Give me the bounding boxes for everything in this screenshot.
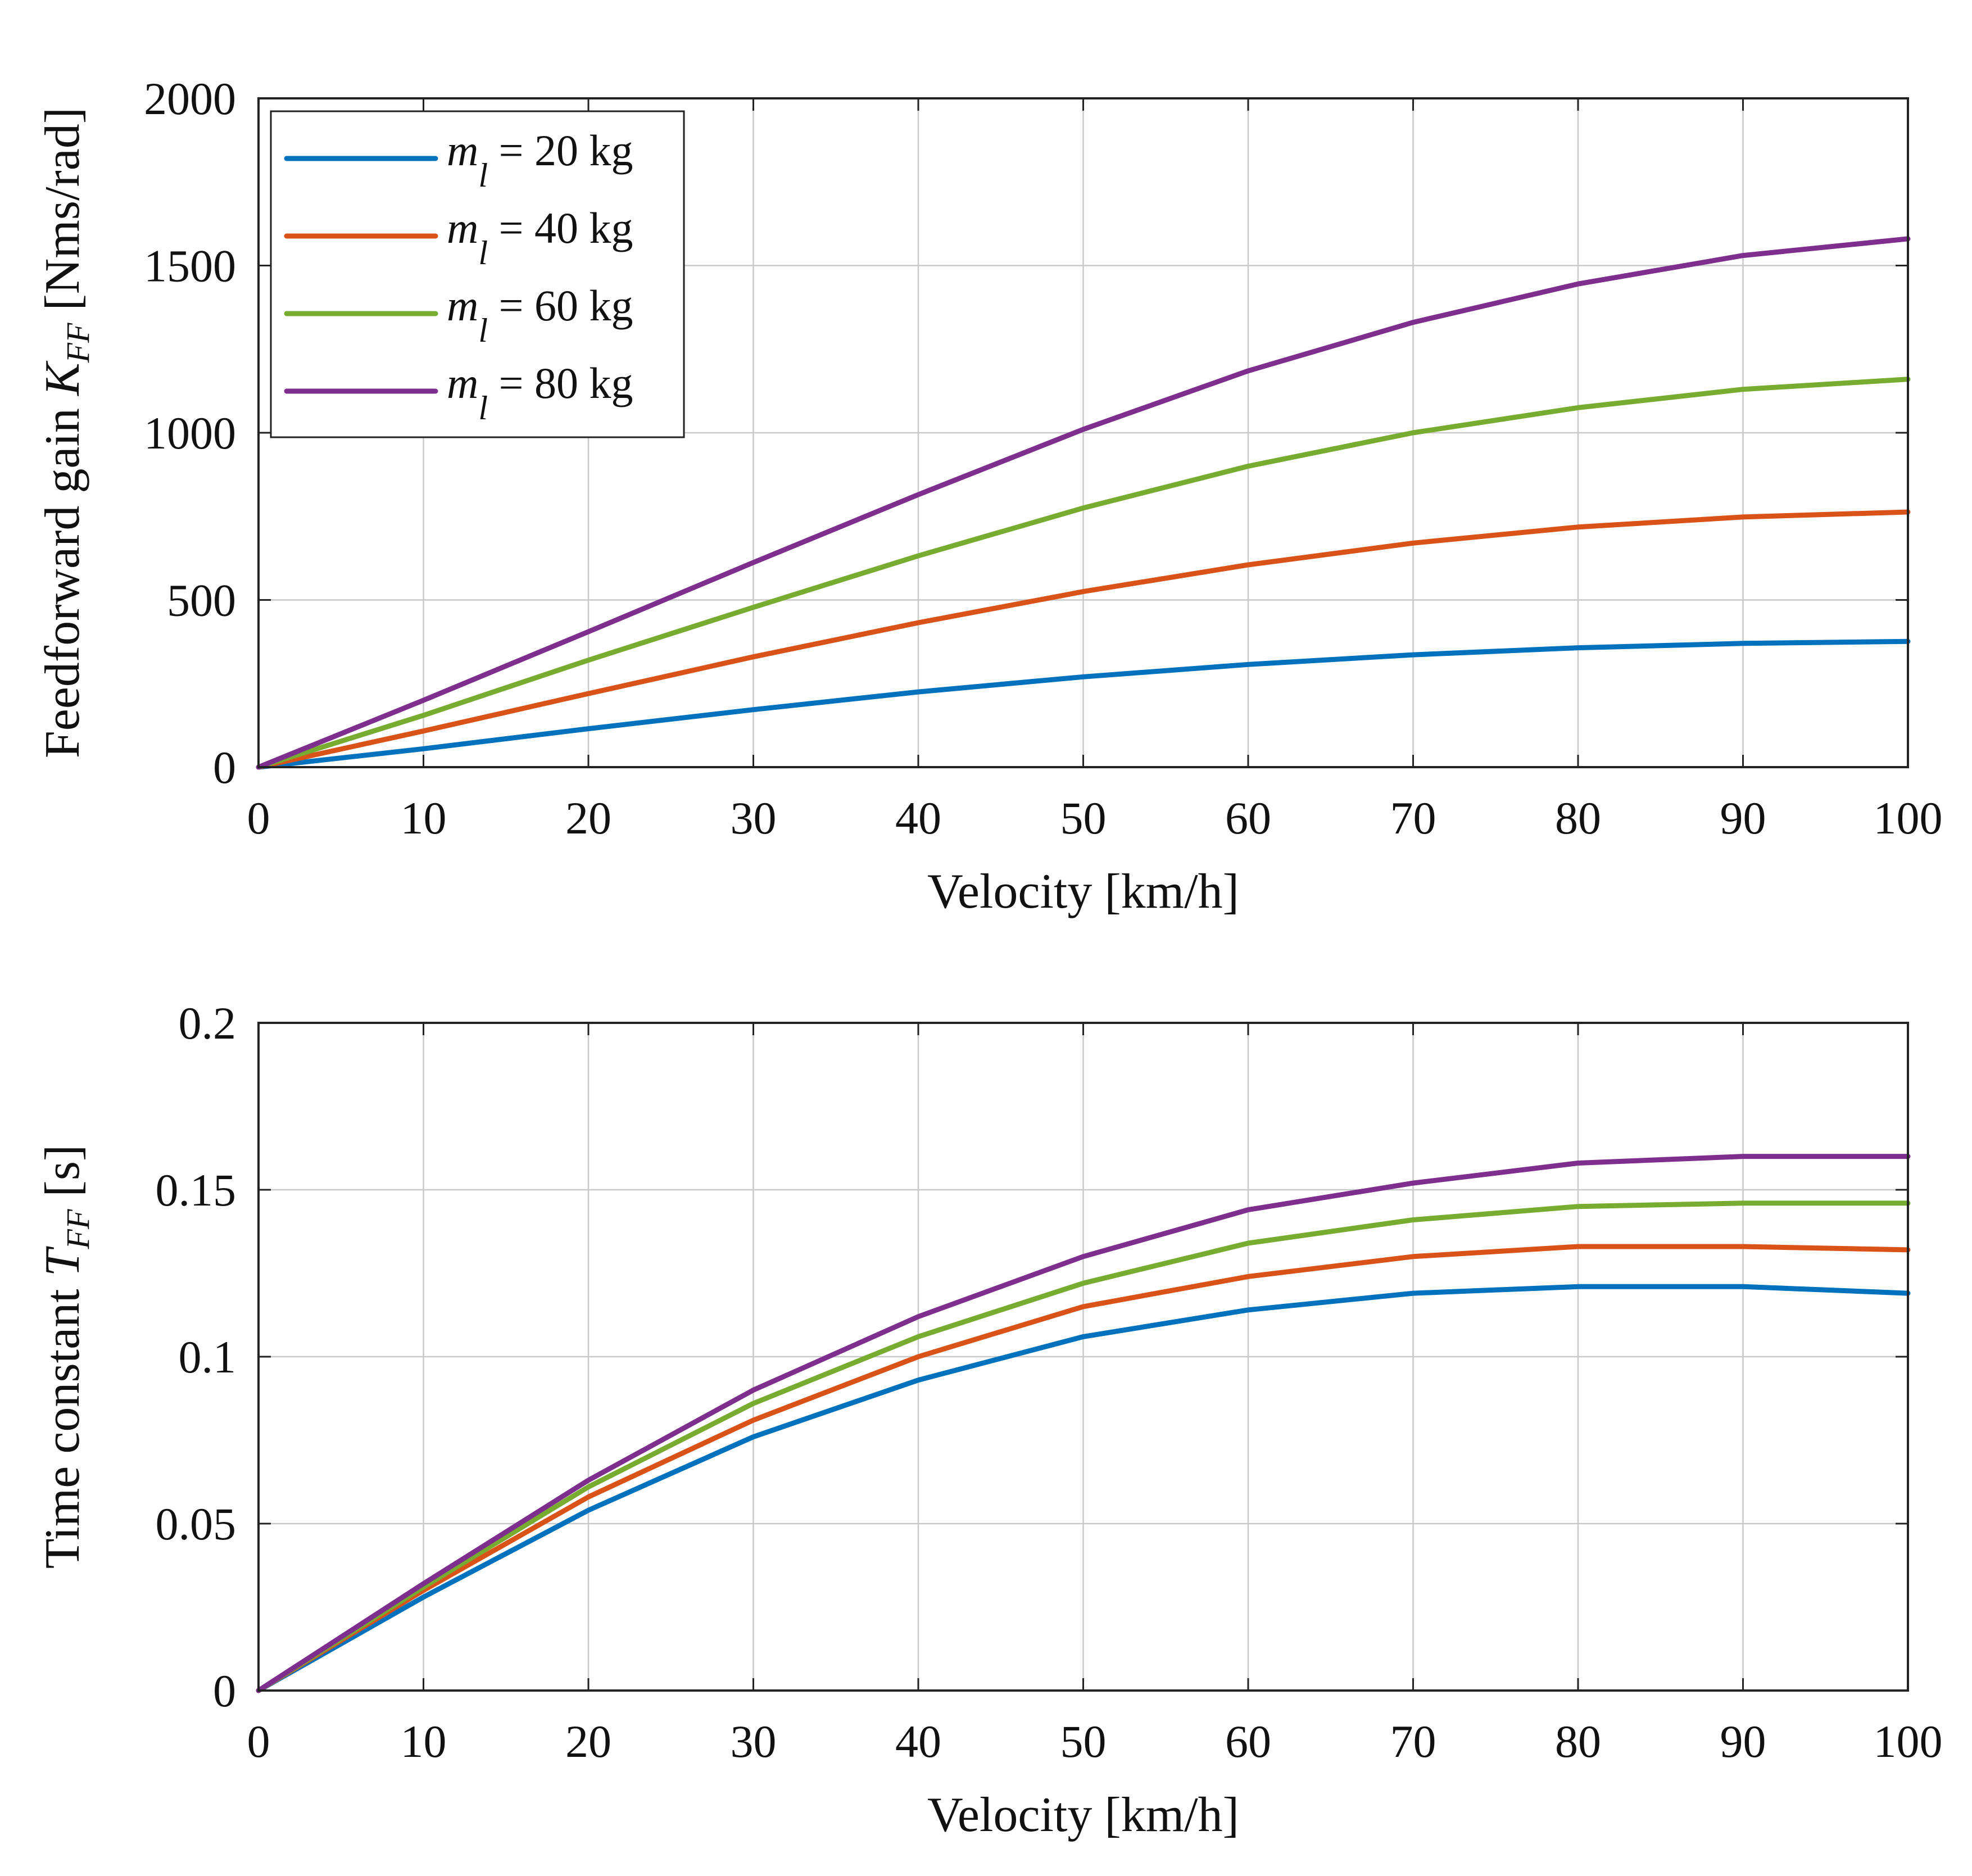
legend-value: = 20 kg [488,126,633,175]
time-constant-plot: 0 10 20 30 40 50 60 70 80 90 100 0 0.05 0.1 0.15 0.2 Vel… [35,998,1943,1842]
legend-symbol: m [447,281,478,330]
x-tick-label: 50 [1060,792,1107,844]
x-tick-label: 30 [731,792,777,844]
legend-value: = 80 kg [488,359,633,407]
y-axis-label-symbol: T [35,1245,90,1276]
x-tick-label: 20 [565,792,611,844]
x-axis-label: Velocity [km/h] [927,1788,1239,1842]
legend-subscript: l [478,157,488,194]
series-line-m40 [256,509,1911,770]
y-axis-label-subscript: FF [60,323,96,363]
y-axis-label-text: Feedforward gain [35,396,90,758]
x-tick-label: 0 [247,792,270,844]
y-tick-label: 1500 [144,241,236,292]
y-axis-label-unit: [Nms/rad] [35,107,90,323]
legend-entry: ml = 60 kg [447,281,633,349]
y-tick-label: 2000 [144,73,236,124]
x-axis-label: Velocity [km/h] [927,864,1239,919]
plot-frame [257,1022,1909,1692]
y-tick-label: 0.2 [179,998,237,1049]
series-line-m20 [256,1284,1911,1693]
legend-entry: ml = 80 kg [447,359,633,427]
legend-value: = 60 kg [488,281,633,330]
x-tick-label: 80 [1555,1716,1601,1767]
series-line-m20 [256,638,1911,770]
series-line-m80 [256,236,1911,770]
x-tick-label: 40 [895,1716,941,1767]
y-axis-label: Feedforward gain KFF [Nms/rad] [35,107,96,758]
y-tick-label: 1000 [144,407,236,459]
legend-subscript: l [478,234,488,271]
x-tick-label: 100 [1874,792,1943,844]
x-tick-label: 80 [1555,792,1601,844]
y-tick-label: 0.1 [179,1331,237,1383]
legend-subscript: l [478,312,488,349]
y-tick-label: 0 [213,1665,236,1716]
legend-symbol: m [447,203,478,252]
legend-symbol: m [447,359,478,407]
x-tick-label: 70 [1390,1716,1436,1767]
y-axis-label-symbol: K [35,360,90,397]
x-tick-label: 0 [247,1716,270,1767]
x-tick-label: 60 [1225,1716,1271,1767]
legend-box [270,110,685,438]
series-line-m80 [256,1154,1911,1693]
legend-entry: ml = 40 kg [447,203,633,271]
legend-entry: ml = 20 kg [447,126,633,194]
y-axis-label: Time constant TFF [s] [35,1145,96,1569]
y-axis-label-subscript: FF [60,1209,96,1249]
y-tick-label: 0 [213,742,236,793]
legend-value: = 40 kg [488,203,633,252]
legend-symbol: m [447,126,478,175]
plot-frame [257,97,1909,768]
series-line-m60 [256,377,1911,770]
feedforward-gain-plot: 0 10 20 30 40 50 60 70 80 90 1000500100015002000Ve… [35,73,1943,919]
y-axis-label-unit: [s] [35,1145,90,1209]
x-tick-label: 100 [1874,1716,1943,1767]
x-tick-label: 20 [565,1716,611,1767]
y-tick-label: 0.15 [156,1164,237,1216]
y-tick-label: 0.05 [156,1498,237,1549]
x-tick-label: 50 [1060,1716,1107,1767]
x-tick-label: 30 [731,1716,777,1767]
y-tick-label: 500 [167,575,236,626]
series-line-m40 [256,1244,1911,1693]
y-axis-label-text: Time constant [35,1276,90,1569]
x-tick-label: 10 [401,1716,447,1767]
series-line-m60 [256,1200,1911,1693]
x-tick-label: 60 [1225,792,1271,844]
x-tick-label: 90 [1720,1716,1766,1767]
x-tick-label: 70 [1390,792,1436,844]
legend-subscript: l [478,389,488,427]
x-tick-label: 40 [895,792,941,844]
x-tick-label: 90 [1720,792,1766,844]
x-tick-label: 10 [401,792,447,844]
